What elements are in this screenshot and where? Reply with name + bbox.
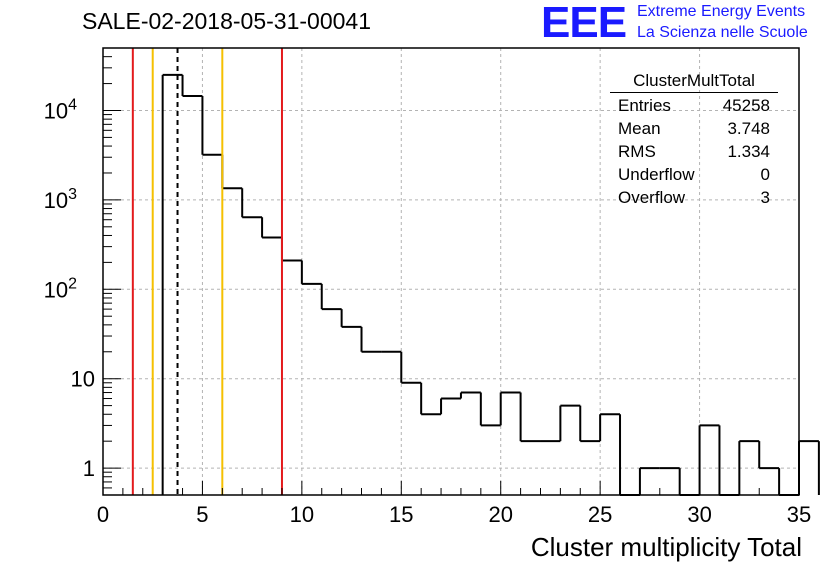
histogram-bar (638, 467, 660, 495)
stats-box: ClusterMultTotal Entries 45258 Mean 3.74… (610, 70, 778, 209)
y-tick-label: 1 (83, 456, 95, 481)
histogram-bar (559, 404, 581, 442)
stats-row-mean: Mean 3.748 (610, 117, 778, 140)
histogram-bar (619, 414, 640, 496)
histogram-bar (181, 74, 203, 98)
histogram-bar (678, 468, 700, 496)
histogram-bar (440, 397, 461, 415)
histogram-bar (499, 391, 521, 426)
stats-label: Overflow (618, 188, 686, 207)
histogram-bar (340, 309, 362, 328)
stats-value: 3 (760, 188, 770, 207)
histogram-bar (718, 425, 740, 496)
x-tick-label: 5 (196, 502, 208, 527)
x-tick-label: 35 (787, 502, 811, 527)
stats-row-overflow: Overflow 3 (610, 186, 778, 209)
stats-value: 45258 (722, 96, 770, 115)
histogram-bar (479, 392, 501, 427)
x-tick-label: 10 (290, 502, 314, 527)
x-tick-label: 0 (97, 502, 109, 527)
histogram-bar (280, 237, 302, 262)
stats-label: Mean (618, 119, 661, 138)
histogram-bar (519, 392, 541, 443)
stats-label: RMS (618, 142, 656, 161)
histogram-bar (201, 96, 223, 156)
y-tick-label: 102 (44, 275, 77, 302)
x-axis-label: Cluster multiplicity Total (530, 532, 802, 562)
stats-value: 3.748 (727, 119, 770, 138)
stats-title: ClusterMultTotal (633, 71, 755, 90)
stats-divider (610, 92, 778, 93)
histogram-bar (459, 391, 481, 399)
x-tick-label: 30 (687, 502, 711, 527)
logo-text-line2: La Scienza nelle Scuole (637, 24, 808, 41)
stats-value: 1.334 (727, 142, 770, 161)
histogram-bar (161, 73, 183, 495)
eee-logo-icon: EEE (541, 0, 627, 47)
stats-row-underflow: Underflow 0 (610, 163, 778, 186)
histogram-bar (599, 413, 621, 442)
stats-row-entries: Entries 45258 (610, 94, 778, 117)
y-tick-label: 10 (71, 367, 95, 392)
y-tick-label: 103 (44, 186, 77, 213)
histogram-bar (320, 283, 342, 311)
histogram-bar (778, 468, 799, 496)
stats-label: Entries (618, 96, 671, 115)
stats-label: Underflow (618, 165, 695, 184)
x-tick-label: 20 (488, 502, 512, 527)
histogram-bar (221, 154, 243, 190)
histogram-bar (698, 424, 720, 495)
plot-frame (102, 47, 800, 496)
histogram-bar (420, 382, 442, 416)
histogram-bar (579, 405, 601, 443)
histogram-bar (400, 351, 422, 384)
histogram-bar (798, 440, 819, 495)
histogram-bar (360, 326, 382, 353)
histogram-bar (758, 441, 780, 470)
y-tick-label: 104 (44, 96, 77, 123)
histogram-bar (300, 260, 322, 285)
x-tick-label: 25 (588, 502, 612, 527)
chart-title: SALE-02-2018-05-31-00041 (82, 8, 371, 34)
histogram-bar (261, 217, 282, 239)
stats-row-rms: RMS 1.334 (610, 140, 778, 163)
histogram-bar (738, 440, 760, 495)
logo-text-line1: Extreme Energy Events (637, 3, 806, 20)
x-tick-label: 15 (389, 502, 413, 527)
stats-value: 0 (760, 165, 770, 184)
histogram-bar (241, 188, 263, 219)
